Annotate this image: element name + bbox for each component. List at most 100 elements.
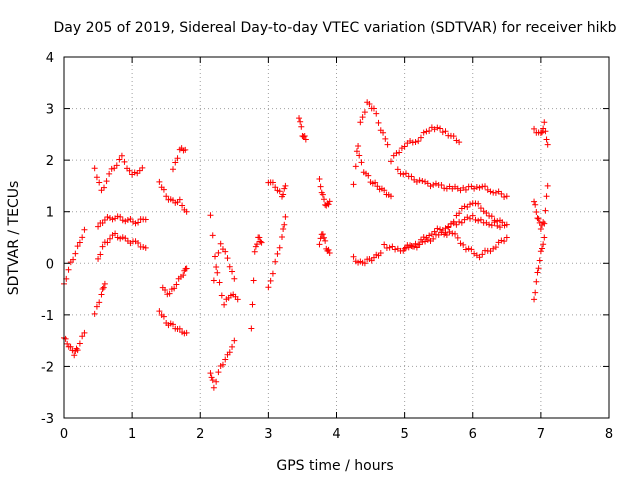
data-point	[372, 179, 379, 186]
data-point	[402, 170, 409, 177]
data-point	[272, 184, 279, 191]
data-point	[446, 228, 453, 235]
data-segment	[207, 337, 238, 391]
data-point	[119, 234, 126, 241]
data-point	[72, 250, 79, 257]
data-point	[498, 237, 505, 244]
data-point	[450, 133, 457, 140]
data-point	[139, 164, 146, 171]
data-point	[135, 219, 142, 226]
data-point	[361, 109, 368, 116]
data-point	[439, 129, 446, 136]
y-tick-label: 2	[46, 154, 54, 169]
data-point	[501, 238, 508, 245]
data-point	[321, 196, 328, 203]
data-point	[452, 230, 459, 237]
data-point	[531, 198, 538, 205]
data-point	[375, 119, 382, 126]
data-point	[393, 150, 400, 157]
data-point	[95, 223, 102, 230]
data-point	[93, 174, 100, 181]
data-segment	[95, 213, 149, 230]
data-point	[424, 180, 431, 187]
data-point	[257, 238, 264, 245]
data-point	[250, 277, 257, 284]
data-point	[104, 239, 111, 246]
data-point	[472, 216, 479, 223]
data-point	[486, 221, 493, 228]
data-point	[468, 246, 475, 253]
data-point	[461, 203, 468, 210]
data-segment	[91, 152, 146, 194]
data-point	[543, 136, 550, 143]
data-point	[98, 187, 105, 194]
data-point	[492, 189, 499, 196]
data-point	[477, 216, 484, 223]
x-tick-label: 5	[400, 427, 408, 442]
data-point	[456, 139, 463, 146]
data-point	[213, 378, 220, 385]
data-point	[352, 163, 359, 170]
data-point	[413, 244, 420, 251]
data-point	[296, 115, 303, 122]
data-point	[401, 143, 408, 150]
data-point	[209, 377, 216, 384]
data-point	[108, 165, 115, 172]
data-point	[134, 170, 141, 177]
data-point	[76, 340, 83, 347]
data-point	[405, 244, 412, 251]
data-segment	[353, 148, 394, 200]
data-point	[537, 248, 544, 255]
data-point	[317, 183, 324, 190]
data-segment	[248, 234, 265, 332]
data-point	[465, 245, 472, 252]
data-point	[492, 244, 499, 251]
data-point	[219, 361, 226, 368]
data-point	[279, 233, 285, 240]
x-tick-label: 3	[264, 427, 272, 442]
y-tick-label: 0	[46, 257, 54, 272]
x-tick-label: 8	[605, 427, 613, 442]
data-segment	[265, 179, 289, 200]
data-point	[100, 284, 107, 291]
x-tick-label: 4	[332, 427, 340, 442]
data-point	[388, 193, 394, 200]
grid-lines	[64, 57, 609, 418]
data-point	[221, 301, 228, 308]
y-tick-label: 4	[46, 51, 54, 66]
data-point	[539, 245, 546, 252]
data-point	[97, 251, 104, 258]
data-point	[454, 234, 461, 241]
data-point	[499, 219, 506, 226]
x-tick-label: 2	[196, 427, 204, 442]
data-point	[408, 243, 415, 250]
data-point	[316, 176, 323, 183]
data-point	[434, 225, 441, 232]
data-point	[531, 296, 538, 303]
data-point	[96, 299, 103, 306]
data-point	[70, 256, 77, 263]
data-point	[207, 370, 214, 377]
data-point	[408, 173, 415, 180]
data-point	[111, 165, 118, 172]
data-point	[114, 234, 121, 241]
data-point	[180, 272, 187, 279]
data-segment	[170, 145, 189, 173]
data-point	[477, 205, 484, 212]
data-point	[265, 284, 272, 291]
data-point	[172, 159, 179, 166]
data-point	[101, 217, 108, 224]
data-point	[254, 241, 261, 248]
data-point	[374, 183, 381, 190]
data-point	[397, 170, 404, 177]
data-point	[497, 224, 503, 231]
data-point	[424, 236, 431, 243]
data-point	[326, 249, 333, 256]
data-point	[103, 178, 110, 185]
data-point	[473, 183, 480, 190]
data-point	[460, 241, 467, 248]
data-point	[532, 201, 539, 208]
data-point	[173, 281, 180, 288]
data-point	[542, 207, 549, 214]
data-point	[302, 136, 309, 143]
